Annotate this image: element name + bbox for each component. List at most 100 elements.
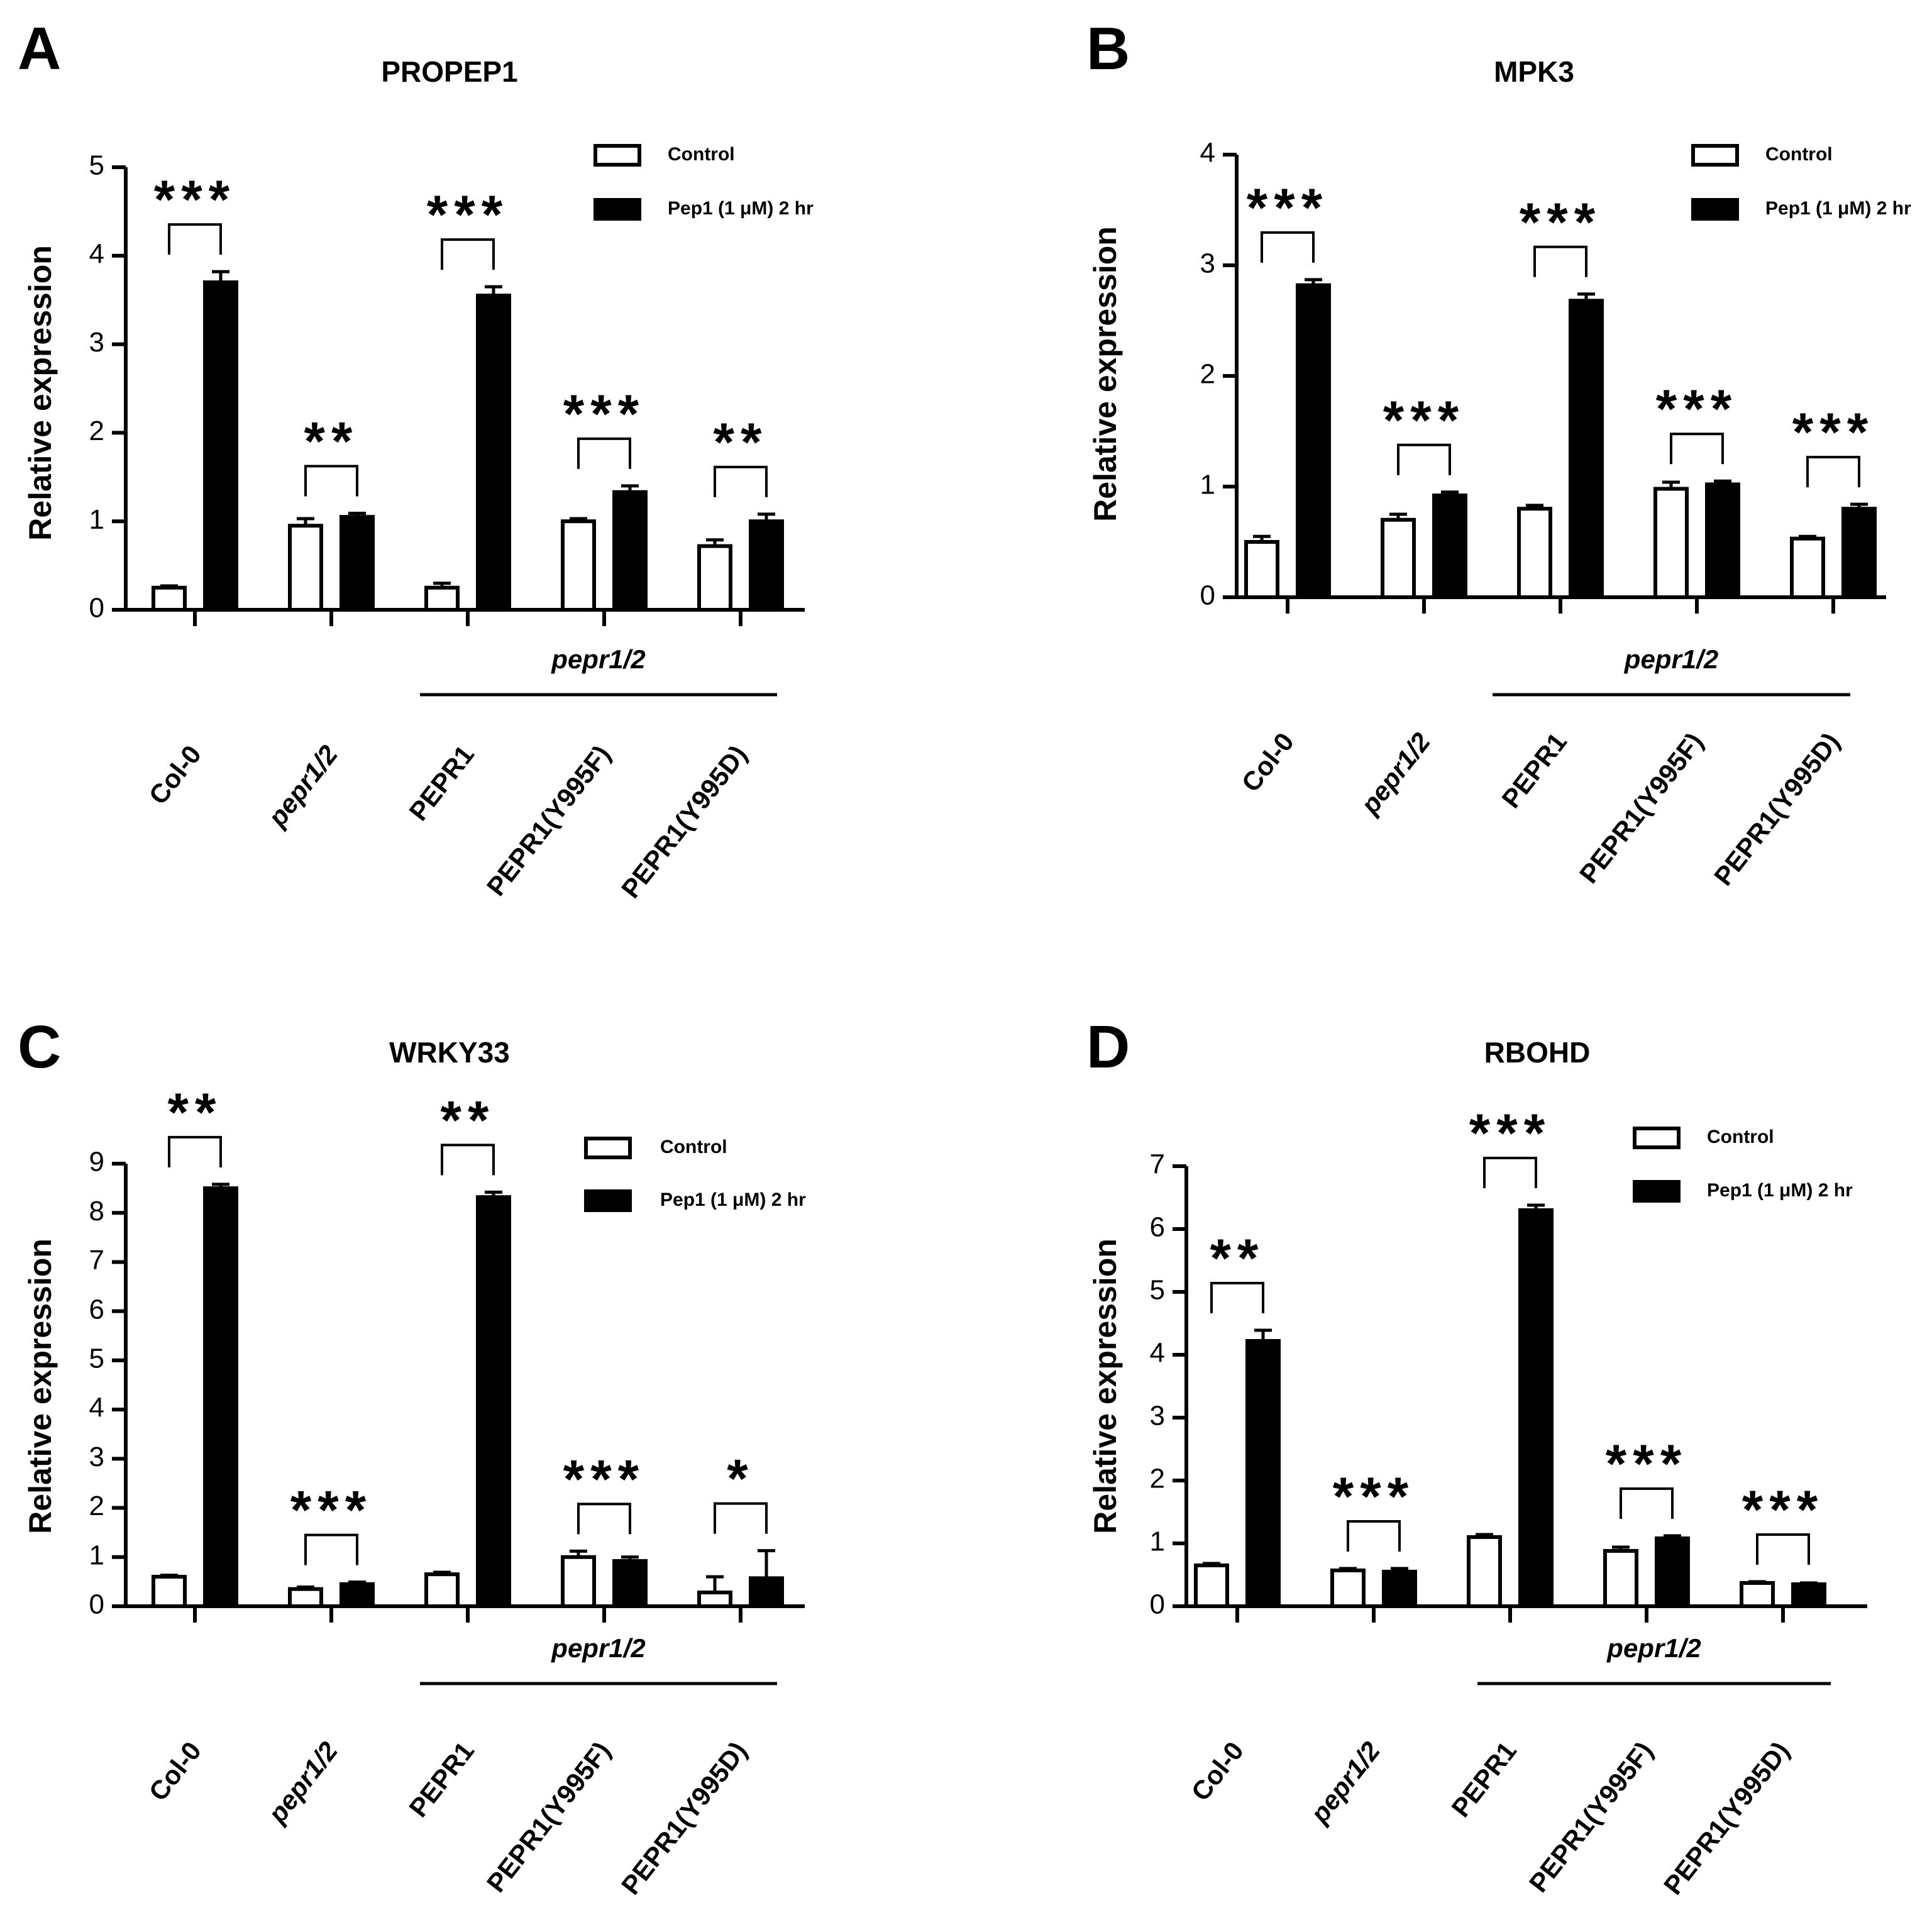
panel-c-letter: C <box>18 1013 61 1081</box>
panel-b-legend: Control Pep1 (1 μM) 2 hr <box>1691 144 1911 221</box>
panel-d-legend-swatch-treated <box>1633 1180 1681 1203</box>
panel-b-letter: B <box>1086 15 1130 82</box>
panel-a-bar-treated <box>203 280 238 612</box>
panel-a-significance-stars: ** <box>714 412 768 473</box>
panel-a-legend: Control Pep1 (1 μM) 2 hr <box>593 144 814 221</box>
panel-c-legend: Control Pep1 (1 μM) 2 hr <box>584 1137 806 1212</box>
panel-b-title: MPK3 <box>1494 55 1574 88</box>
panel-c-category-label: PEPR1 <box>403 1736 480 1823</box>
panel-b-category-label: PEPR1(Y995F) <box>1574 727 1709 889</box>
panel-c-significance-stars: *** <box>563 1449 645 1509</box>
panel-d-significance-stars: ** <box>1210 1228 1265 1289</box>
panel-c-ytick-label: 2 <box>89 1491 104 1521</box>
panel-a-bar-treated <box>339 515 375 612</box>
panel-b-bar-control <box>1790 536 1825 599</box>
panel-a-bar-control <box>561 519 596 612</box>
panel-c-ytick-label: 7 <box>89 1245 104 1276</box>
panel-b-legend-swatch-treated <box>1691 198 1739 221</box>
panel-a-category-label: Col-0 <box>143 740 207 810</box>
panel-b-bar-treated <box>1569 299 1604 599</box>
panel-b-significance-bracket <box>1670 433 1724 465</box>
panel-b-legend-swatch-control <box>1691 144 1739 167</box>
panel-a-significance-bracket <box>441 238 495 270</box>
panel-a-significance-stars: *** <box>427 185 509 245</box>
panel-c-significance-bracket <box>304 1533 358 1565</box>
panel-c-group-label: pepr1/2 <box>551 1633 645 1663</box>
panel-a-legend-label-treated: Pep1 (1 μM) 2 hr <box>668 198 814 219</box>
panel-a-category-label: pepr1/2 <box>262 740 343 832</box>
panel-c-bar-control <box>561 1555 596 1609</box>
panel-c-ylabel: Relative expression <box>23 1238 58 1534</box>
panel-a-bar-control <box>288 524 323 612</box>
panel-b-bar-treated <box>1705 482 1740 599</box>
panel-d-letter: D <box>1086 1013 1130 1081</box>
panel-b: B MPK3 Relative expression 0 1 2 3 4 *** Col-0 ***… <box>1086 15 1911 891</box>
panel-a-significance-stars: ** <box>304 412 359 472</box>
panel-d-legend-label-treated: Pep1 (1 μM) 2 hr <box>1707 1180 1853 1201</box>
panel-c: C WRKY33 Relative expression 0 1 2 3 4 5 6 7 8 9 ** Co… <box>18 1013 806 1900</box>
panel-a-bar-control <box>424 585 460 612</box>
panel-c-significance-stars: * <box>727 1449 754 1509</box>
panel-d-category-label: PEPR1(Y995D) <box>1658 1736 1795 1900</box>
panel-d-ylabel: Relative expression <box>1088 1238 1123 1534</box>
panel-c-significance-bracket <box>441 1144 495 1176</box>
panel-a-ytick-label: 5 <box>89 150 104 181</box>
panel-d-bar-treated <box>1655 1536 1690 1608</box>
panel-b-bar-treated <box>1841 507 1877 600</box>
panel-b-significance-stars: *** <box>1656 379 1738 439</box>
panel-b-legend-label-control: Control <box>1765 144 1833 165</box>
panel-c-category-label: pepr1/2 <box>262 1736 343 1829</box>
panel-d-category-label: PEPR1(Y995F) <box>1523 1736 1659 1898</box>
panel-b-ylabel: Relative expression <box>1088 226 1123 522</box>
panel-d-category-label: Col-0 <box>1185 1736 1249 1807</box>
panel-d-bar-treated <box>1518 1208 1554 1608</box>
panel-b-significance-stars: *** <box>1383 390 1465 451</box>
panel-a-category-label: PEPR1 <box>403 740 480 826</box>
panel-b-significance-bracket <box>1397 443 1451 475</box>
panel-a-significance-bracket <box>168 223 222 255</box>
panel-d-category-label: pepr1/2 <box>1304 1736 1386 1829</box>
panel-a-significance-stars: *** <box>154 170 236 230</box>
panel-d-bar-treated <box>1245 1339 1281 1608</box>
panel-a-title: PROPEP1 <box>381 55 517 88</box>
panel-a-significance-bracket <box>577 437 631 469</box>
panel-b-legend-label-treated: Pep1 (1 μM) 2 hr <box>1765 198 1911 219</box>
panel-a-bar-treated <box>612 490 648 612</box>
panel-a-significance-bracket <box>304 465 358 497</box>
panel-d-significance-stars: *** <box>1333 1467 1415 1527</box>
panel-d-ytick-label: 7 <box>1150 1149 1165 1180</box>
panel-c-significance-stars: ** <box>168 1083 223 1143</box>
panel-a-ytick-label: 4 <box>89 238 104 269</box>
panel-c-ytick-label: 8 <box>89 1196 104 1227</box>
panel-a-bar-control <box>697 544 732 612</box>
panel-b-ytick-label: 1 <box>1200 470 1215 500</box>
panel-d-bar-control <box>1330 1569 1366 1608</box>
panel-b-bar-control <box>1381 517 1416 599</box>
panel-d-significance-stars: *** <box>1742 1480 1824 1540</box>
panel-d-ytick-label: 4 <box>1150 1338 1165 1369</box>
panel-c-bar-treated <box>749 1576 784 1608</box>
panel-a-ytick-label: 3 <box>89 327 104 358</box>
panel-b-ytick-label: 4 <box>1200 138 1215 168</box>
panel-c-legend-swatch-treated <box>584 1189 632 1212</box>
panel-a-ylabel: Relative expression <box>23 245 58 541</box>
panel-d-bar-control <box>1603 1549 1638 1608</box>
panel-c-category-label: Col-0 <box>143 1736 207 1807</box>
panel-d-legend: Control Pep1 (1 μM) 2 hr <box>1633 1127 1853 1203</box>
panel-c-significance-bracket <box>577 1503 631 1535</box>
panel-c-legend-label-control: Control <box>660 1137 727 1157</box>
panel-d-title: RBOHD <box>1484 1036 1591 1069</box>
panel-d-significance-bracket <box>1483 1157 1537 1188</box>
panel-d: D RBOHD Relative expression 0 1 2 3 4 5 6 7 ** Col-0… <box>1086 1013 1867 1900</box>
panel-a: A PROPEP1 Relative expression 0 1 2 3 4 5 *** Col-… <box>18 15 814 903</box>
panel-d-ytick-label: 3 <box>1150 1401 1165 1431</box>
panel-b-bar-treated <box>1296 283 1331 599</box>
panel-b-category-label: PEPR1 <box>1496 727 1572 813</box>
panel-d-significance-stars: *** <box>1606 1434 1687 1494</box>
panel-d-legend-label-control: Control <box>1707 1127 1774 1147</box>
panel-d-category-label: PEPR1 <box>1445 1736 1522 1823</box>
panel-a-legend-swatch-control <box>593 144 641 167</box>
panel-d-significance-bracket <box>1756 1533 1810 1565</box>
panel-c-bar-control <box>152 1575 187 1608</box>
